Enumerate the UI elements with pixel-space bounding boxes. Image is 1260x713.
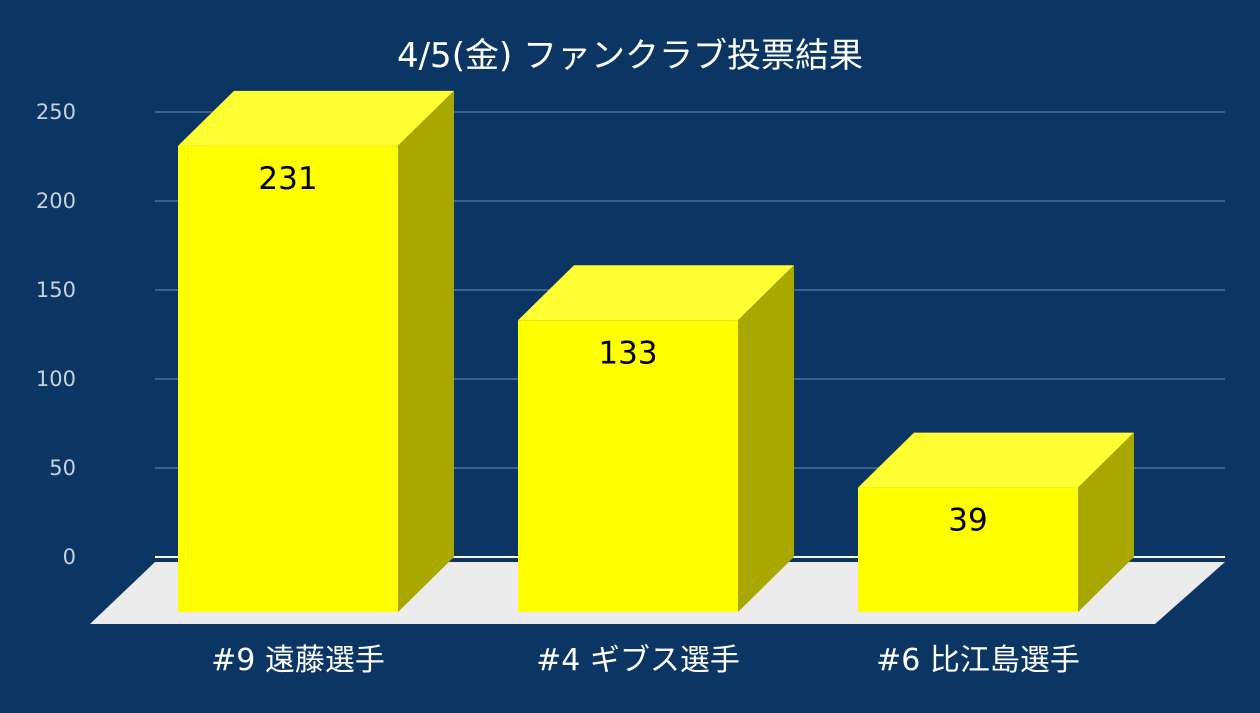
data-label: 133 bbox=[598, 335, 657, 371]
y-tick-label: 150 bbox=[36, 278, 76, 302]
bar-front-face bbox=[518, 320, 738, 612]
bars bbox=[178, 90, 1134, 612]
x-category-label: #4 ギブス選手 bbox=[536, 643, 740, 678]
bar-side-face bbox=[1078, 432, 1134, 612]
y-tick-label: 0 bbox=[63, 545, 76, 569]
bar-top-face bbox=[858, 432, 1134, 488]
y-tick-label: 100 bbox=[36, 367, 76, 391]
data-label: 231 bbox=[258, 161, 317, 197]
y-tick-label: 50 bbox=[49, 456, 76, 480]
x-axis-categories: #9 遠藤選手 #4 ギブス選手 #6 比江島選手 bbox=[211, 643, 1080, 678]
bar-1 bbox=[178, 90, 454, 612]
data-labels: 231 133 39 bbox=[258, 161, 987, 539]
bar-front-face bbox=[858, 487, 1078, 612]
y-axis-ticks: 0 50 100 150 200 250 bbox=[36, 100, 76, 569]
x-category-label: #6 比江島選手 bbox=[876, 643, 1080, 678]
x-category-label: #9 遠藤選手 bbox=[211, 643, 385, 678]
bar-side-face bbox=[398, 90, 454, 612]
chart-title: 4/5(金) ファンクラブ投票結果 bbox=[397, 36, 863, 76]
data-label: 39 bbox=[948, 503, 987, 539]
bar-front-face bbox=[178, 145, 398, 612]
y-tick-label: 200 bbox=[36, 189, 76, 213]
bar-side-face bbox=[738, 265, 794, 612]
y-tick-label: 250 bbox=[36, 100, 76, 124]
bar-top-face bbox=[518, 265, 794, 321]
bar-top-face bbox=[178, 90, 454, 146]
bar-3 bbox=[858, 432, 1134, 612]
bar-2 bbox=[518, 265, 794, 612]
